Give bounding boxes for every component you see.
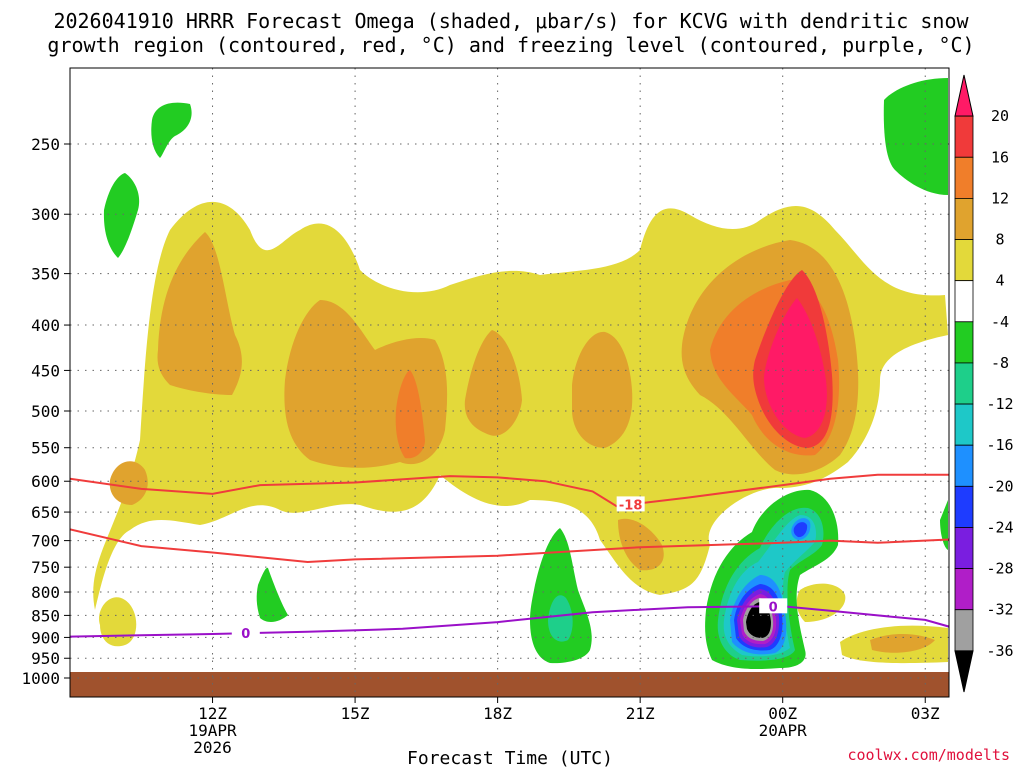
y-tick-label: 700 (31, 532, 60, 551)
x-tick-date: 19APR (188, 721, 237, 740)
x-tick-label: 00Z (768, 704, 797, 723)
contour-freezing-level (70, 605, 949, 638)
colorbar-label: -16 (986, 436, 1013, 454)
colorbar-label: -4 (991, 313, 1009, 331)
omega-band-8-to-12 (870, 634, 935, 653)
contour-label-freezing-level: 0 (769, 600, 778, 615)
site-credit: coolwx.com/modelts (847, 746, 1010, 764)
y-tick-label: 1000 (21, 669, 60, 688)
contour-dgz-upper (70, 473, 949, 508)
omega-band-12-to-16 (395, 370, 425, 459)
omega-band-above-20 (764, 298, 827, 438)
y-tick-label: 350 (31, 265, 60, 284)
colorbar-swatch (954, 115, 974, 158)
y-tick-label: 600 (31, 472, 60, 491)
colorbar-swatch (954, 527, 974, 570)
omega-band-minus8-to-minus4 (940, 500, 948, 550)
contour-label-dgz-upper: -18 (619, 498, 643, 513)
y-tick-label: 400 (31, 316, 60, 335)
x-tick-year: 2026 (193, 738, 232, 757)
ground-surface (70, 672, 949, 697)
colorbar-swatch (954, 239, 974, 282)
y-tick-label: 900 (31, 628, 60, 647)
y-tick-label: 250 (31, 135, 60, 154)
x-tick-label: 18Z (483, 704, 512, 723)
colorbar-swatch (954, 362, 974, 405)
colorbar-top-arrow (954, 74, 974, 117)
contour-label-bg (616, 496, 645, 512)
y-tick-label: 500 (31, 402, 60, 421)
x-axis-label: Forecast Time (UTC) (407, 748, 613, 768)
omega-colorbar: 20 16 12 8 4 -4 -8 -12 -16 -20 -24 -28 -32 -36 (954, 74, 1014, 693)
y-tick-label: 950 (31, 649, 60, 668)
chart-title-line1: 2026041910 HRRR Forecast Omega (shaded, … (53, 9, 969, 33)
colorbar-label: -24 (986, 518, 1013, 536)
colorbar-label: -8 (991, 354, 1009, 372)
colorbar-label: 4 (995, 272, 1004, 290)
colorbar-swatch (954, 403, 974, 446)
x-tick-label: 15Z (341, 704, 370, 723)
colorbar-swatch (954, 444, 974, 487)
colorbar-swatch (954, 280, 974, 323)
y-tick-label: 800 (31, 583, 60, 602)
colorbar-swatch (954, 609, 974, 652)
y-tick-label: 650 (31, 503, 60, 522)
omega-band-minus24-to-minus20 (793, 522, 808, 538)
x-tick-label: 12Z (198, 704, 227, 723)
colorbar-label: 8 (995, 231, 1004, 249)
omega-band-minus8-to-minus4 (883, 78, 948, 195)
omega-band-minus12-to-minus8 (548, 595, 573, 642)
y-tick-label: 450 (31, 361, 60, 380)
omega-band-8-to-12 (572, 331, 633, 448)
omega-band-4-to-8 (99, 597, 137, 647)
x-tick-label: 21Z (626, 704, 655, 723)
contour-lines (70, 473, 949, 638)
colorbar-label: 20 (991, 107, 1009, 125)
x-tick-label: 03Z (911, 704, 940, 723)
colorbar-label: -32 (986, 601, 1013, 619)
y-tick-label: 750 (31, 558, 60, 577)
contour-dgz-lower (70, 528, 949, 564)
y-tick-label: 300 (31, 205, 60, 224)
contour-label-freezing-level: 0 (241, 627, 250, 642)
colorbar-label: -28 (986, 560, 1013, 578)
plot-frame (69, 67, 950, 698)
colorbar-swatch (954, 568, 974, 611)
colorbar-label: -36 (986, 642, 1013, 660)
chart-title-line2: growth region (contoured, red, °C) and f… (47, 33, 974, 57)
omega-band-8-to-12 (157, 232, 242, 395)
colorbar-label: -12 (986, 395, 1013, 413)
y-tick-label: 850 (31, 606, 60, 625)
colorbar-swatch (954, 485, 974, 528)
colorbar-label: 12 (991, 189, 1009, 207)
omega-band-4-to-8 (796, 583, 846, 622)
colorbar-swatch (954, 321, 974, 364)
pressure-axis: 250 300 350 400 450 500 550 600 650 700 750 800 850 9… (21, 135, 70, 688)
contour-label-bg (759, 598, 788, 614)
contour-labels: -18 0 0 (231, 496, 788, 642)
colorbar-label: -20 (986, 477, 1013, 495)
omega-band-8-to-12 (109, 461, 148, 505)
omega-band-minus8-to-minus4 (103, 173, 140, 258)
plot-area (70, 68, 949, 697)
y-tick-label: 550 (31, 439, 60, 458)
omega-band-8-to-12 (464, 330, 522, 436)
x-tick-date: 20APR (759, 721, 808, 740)
omega-band-8-to-12 (618, 518, 664, 571)
colorbar-swatch (954, 197, 974, 240)
colorbar-bottom-arrow (954, 650, 974, 693)
colorbar-label: 16 (991, 148, 1009, 166)
colorbar-swatch (954, 156, 974, 199)
omega-band-minus8-to-minus4 (256, 567, 288, 622)
contour-label-bg (231, 625, 260, 641)
